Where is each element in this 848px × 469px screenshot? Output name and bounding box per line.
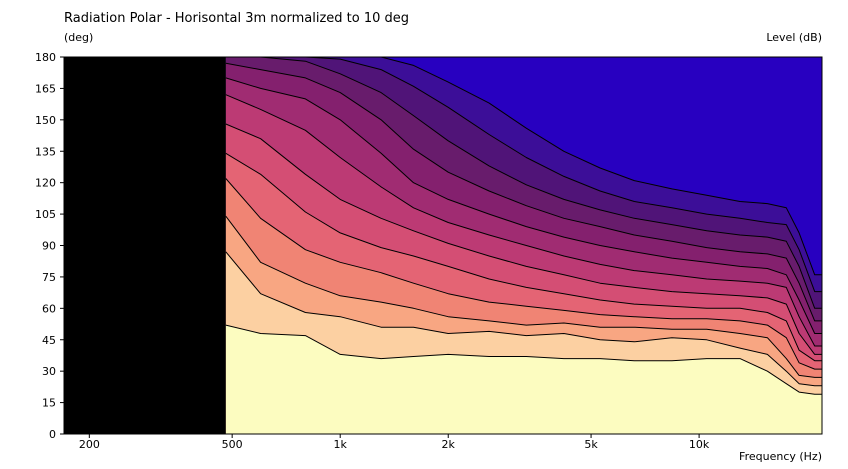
y-tick-label: 75 <box>42 271 56 284</box>
x-tick-label: 10k <box>689 438 710 451</box>
x-tick-label: 200 <box>79 438 100 451</box>
contour-line-4 <box>225 152 822 362</box>
y-tick-label: 45 <box>42 334 56 347</box>
contour-line-1 <box>225 251 822 387</box>
y-axis-label: (deg) <box>64 31 94 44</box>
contour-line-3 <box>225 178 822 370</box>
no-data-region <box>64 57 226 434</box>
y-tick-label: 180 <box>35 51 56 64</box>
level-legend-label: Level (dB) <box>766 31 822 44</box>
contour-line-10 <box>225 57 822 293</box>
y-tick-label: 120 <box>35 177 56 190</box>
contour-line-7 <box>225 77 822 334</box>
contour-line-8 <box>225 62 822 322</box>
contour-line-11 <box>225 57 822 276</box>
contour-line-6 <box>225 94 822 347</box>
contour-lines <box>225 57 822 395</box>
contour-band-0 <box>225 325 822 434</box>
y-tick-label: 60 <box>42 302 56 315</box>
x-tick-label: 1k <box>334 438 348 451</box>
x-axis-ticks: 200 500 1k 2k 5k 10k <box>79 434 710 451</box>
y-tick-label: 15 <box>42 397 56 410</box>
contour-line-2 <box>225 215 822 378</box>
contour-line-0 <box>225 324 822 395</box>
contour-line-5 <box>225 123 822 355</box>
x-tick-label: 500 <box>222 438 243 451</box>
y-tick-label: 105 <box>35 208 56 221</box>
contour-line-9 <box>225 57 822 309</box>
chart-title: Radiation Polar - Horisontal 3m normaliz… <box>64 11 410 26</box>
x-axis-label: Frequency (Hz) <box>739 450 822 463</box>
y-tick-label: 165 <box>35 82 56 95</box>
contour-bands <box>225 57 822 434</box>
y-tick-label: 0 <box>49 428 56 441</box>
y-tick-label: 150 <box>35 114 56 127</box>
y-tick-label: 90 <box>42 240 56 253</box>
y-tick-label: 135 <box>35 145 56 158</box>
x-tick-label: 2k <box>442 438 456 451</box>
y-axis-ticks: 0 15 30 45 60 75 90 105 120 135 150 165 180 <box>35 51 64 441</box>
y-tick-label: 30 <box>42 365 56 378</box>
x-tick-label: 5k <box>584 438 598 451</box>
